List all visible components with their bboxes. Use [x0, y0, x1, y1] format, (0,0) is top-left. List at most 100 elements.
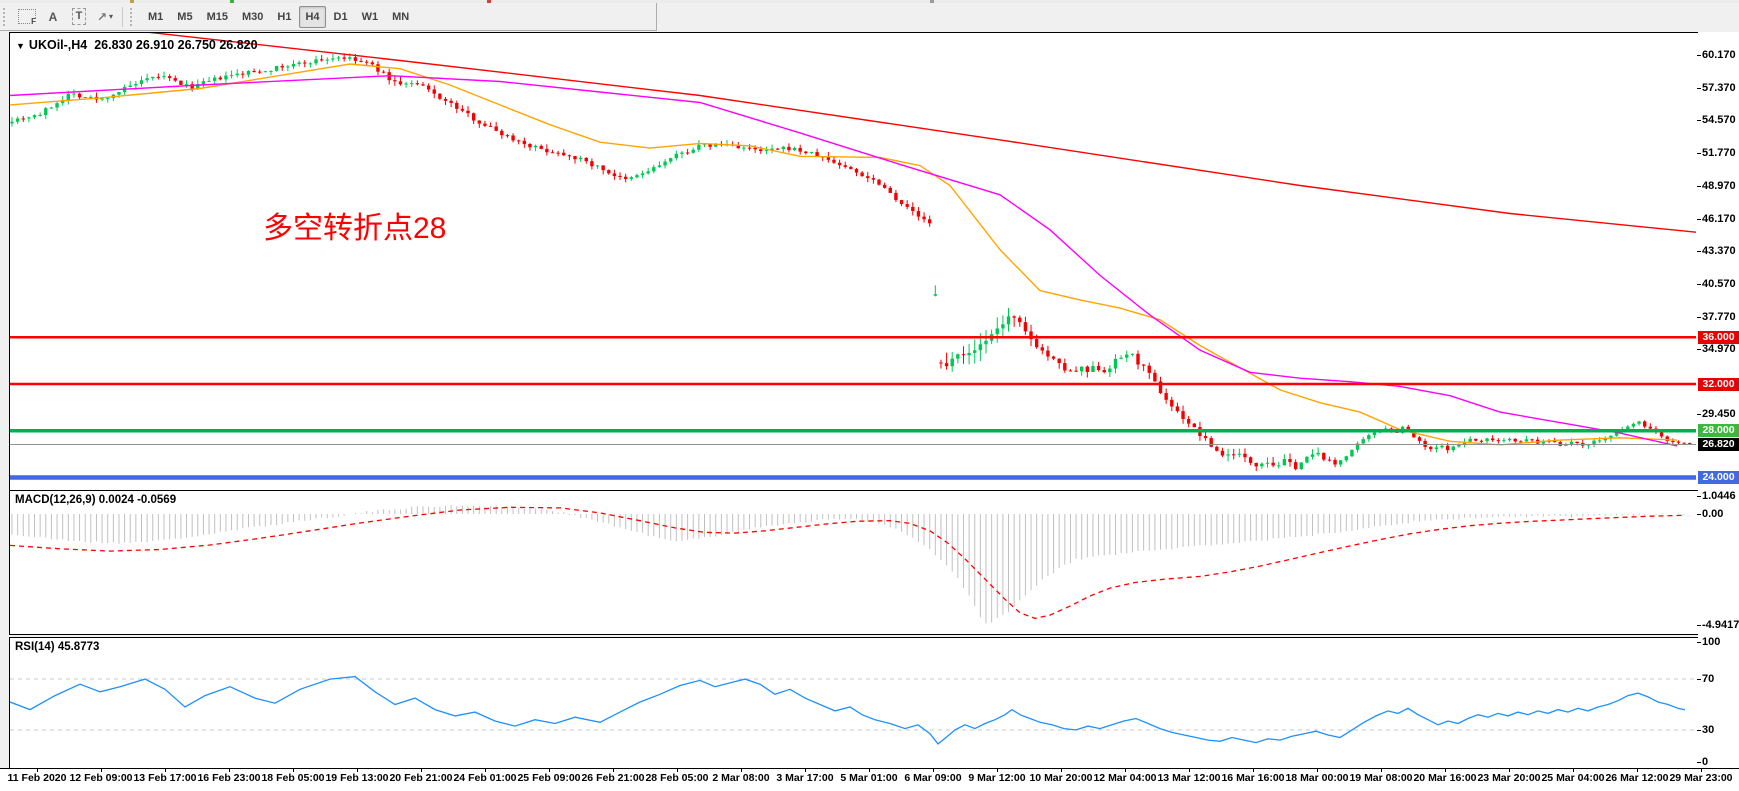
y-axis-tick	[1697, 120, 1701, 122]
macd-panel[interactable]	[9, 490, 1699, 635]
timeframe-button-w1[interactable]: W1	[361, 10, 379, 23]
time-label: 18 Feb 05:00	[261, 772, 325, 784]
time-axis-tick	[1701, 768, 1702, 772]
time-axis-tick	[1253, 768, 1254, 772]
chart-symbol-label: UKOil-,H4	[28, 38, 88, 52]
toolbar-drag-handle[interactable]	[3, 7, 10, 26]
rsi-line	[10, 675, 1686, 745]
ma-fast-orange-line	[10, 63, 1678, 446]
time-axis-tick	[1317, 768, 1318, 772]
time-axis-tick	[229, 768, 230, 772]
time-axis-tick	[1637, 768, 1638, 772]
macd-histogram	[11, 505, 1691, 624]
timeframe-button-m1[interactable]: M1	[148, 10, 164, 23]
time-label: 25 Mar 04:00	[1541, 772, 1605, 784]
price-tag-32.000: 32.000	[1698, 377, 1739, 391]
main-chart-panel[interactable]	[9, 32, 1699, 491]
time-label: 25 Feb 09:00	[517, 772, 581, 784]
timeframe-button-m15[interactable]: M15	[206, 10, 228, 23]
y-axis-label: 54.570	[1702, 114, 1736, 127]
y-axis-tick	[1697, 413, 1701, 415]
time-axis-tick	[741, 768, 742, 772]
timeframe-button-h1[interactable]: H1	[277, 10, 292, 23]
timeframe-button-m30[interactable]: M30	[241, 10, 264, 23]
time-axis-tick	[677, 768, 678, 772]
chart-ohlc-values: 26.830 26.910 26.750 26.820	[94, 38, 258, 52]
time-axis-tick	[933, 768, 934, 772]
time-label: 13 Mar 12:00	[1157, 772, 1221, 784]
time-axis-tick	[421, 768, 422, 772]
time-label: 19 Feb 13:00	[325, 772, 389, 784]
y-axis-label: 57.370	[1702, 81, 1736, 94]
chevron-down-icon: ▾	[109, 12, 114, 21]
arrows-shapes-button[interactable]: ↗ ▾	[93, 6, 117, 28]
timeframe-button-d1[interactable]: D1	[333, 10, 348, 23]
arrow-shape-icon: ↗	[96, 9, 108, 24]
time-axis-tick	[805, 768, 806, 772]
y-axis-tick	[1697, 87, 1701, 89]
y-axis-label: 40.570	[1702, 277, 1736, 290]
time-axis-tick	[613, 768, 614, 772]
rsi-axis-tick	[1697, 642, 1701, 643]
time-label: 3 Mar 17:00	[776, 772, 834, 784]
time-label: 18 Mar 00:00	[1285, 772, 1349, 784]
rsi-label: RSI(14) 45.8773	[15, 641, 100, 653]
price-tag-36.000: 36.000	[1698, 330, 1739, 344]
y-axis-label: 29.450	[1702, 407, 1736, 420]
time-axis-tick	[1061, 768, 1062, 772]
timeframe-button-m5[interactable]: M5	[177, 10, 193, 23]
timeframe-drag-handle[interactable]	[130, 7, 137, 26]
letter-a-icon: A	[48, 9, 58, 24]
y-axis-tick	[1697, 218, 1701, 220]
time-label: 28 Feb 05:00	[645, 772, 709, 784]
y-axis-tick	[1697, 185, 1701, 187]
y-axis-label: 48.970	[1702, 179, 1736, 192]
time-axis-tick	[1381, 768, 1382, 772]
price-tag-24.000: 24.000	[1698, 470, 1739, 484]
symbol-collapse-icon[interactable]: ▼	[16, 41, 25, 51]
macd-axis-tick	[1697, 625, 1701, 626]
text-t-icon: T	[71, 8, 87, 25]
price-tag-28.000: 28.000	[1698, 424, 1739, 438]
timeframe-button-h4[interactable]: H4	[299, 5, 326, 28]
time-axis-tick	[1189, 768, 1190, 772]
macd-axis-label: 1.0446	[1702, 490, 1736, 502]
time-axis-tick	[165, 768, 166, 772]
rsi-axis-tick	[1697, 762, 1701, 763]
time-label: 29 Mar 23:00	[1669, 772, 1733, 784]
toolbar-separator	[122, 6, 123, 27]
time-label: 6 Mar 09:00	[904, 772, 962, 784]
y-axis-tick	[1697, 283, 1701, 285]
time-label: 20 Mar 16:00	[1413, 772, 1477, 784]
chart-title: ▼ UKOil-,H4 26.830 26.910 26.750 26.820	[16, 38, 258, 52]
time-axis-tick	[997, 768, 998, 772]
current-price-tag: 26.820	[1698, 438, 1739, 452]
time-axis-tick	[869, 768, 870, 772]
time-label: 9 Mar 12:00	[968, 772, 1026, 784]
macd-label: MACD(12,26,9) 0.0024 -0.0569	[15, 494, 177, 506]
time-axis-tick	[293, 768, 294, 772]
rsi-panel[interactable]	[9, 637, 1699, 770]
text-label-button[interactable]: T	[67, 6, 91, 28]
time-axis-tick	[485, 768, 486, 772]
time-label: 16 Mar 16:00	[1221, 772, 1285, 784]
y-axis-label: 34.970	[1702, 343, 1736, 356]
time-axis-tick	[1125, 768, 1126, 772]
time-label: 23 Mar 20:00	[1477, 772, 1541, 784]
rsi-axis-label: 30	[1702, 724, 1715, 736]
y-axis-label: 43.370	[1702, 245, 1736, 258]
time-label: 12 Mar 04:00	[1093, 772, 1157, 784]
chart-annotation-text[interactable]: 多空转折点28	[263, 212, 447, 245]
snap-grid-button[interactable]: F	[15, 6, 39, 28]
clipped-toolbar-strip	[0, 0, 1739, 3]
rsi-axis-label: 100	[1702, 636, 1721, 648]
time-label: 10 Mar 20:00	[1029, 772, 1093, 784]
arrow-label-button[interactable]: A	[41, 6, 65, 28]
price-axis[interactable]	[1698, 32, 1739, 768]
y-axis-tick	[1697, 251, 1701, 253]
y-axis-label: 37.770	[1702, 310, 1736, 323]
time-axis-tick	[1445, 768, 1446, 772]
timeframe-button-mn[interactable]: MN	[392, 10, 410, 23]
